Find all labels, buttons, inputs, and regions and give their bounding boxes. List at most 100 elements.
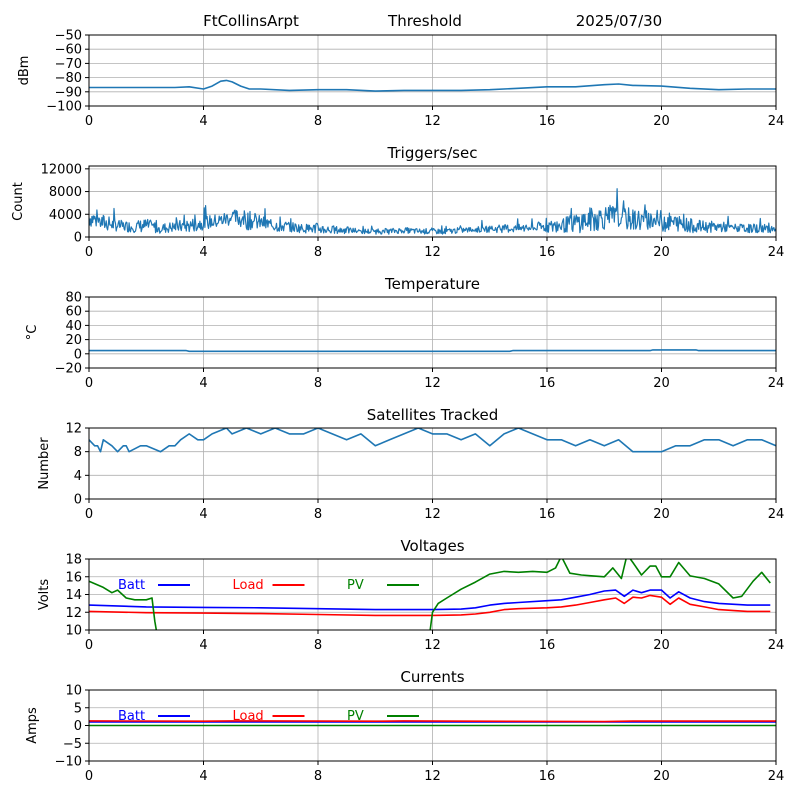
series-line-main [89, 79, 776, 92]
x-tick-label: 0 [85, 376, 93, 391]
x-tick-label: 4 [199, 769, 207, 784]
x-tick-label: 20 [653, 114, 670, 129]
series-line-load [89, 720, 776, 723]
panel-satellites: 0 4 8 12 16 20 24 0 4 8 12 Satellites Tracked Number [37, 406, 784, 522]
x-tick-label: 16 [539, 245, 556, 260]
y-tick-label: 0 [74, 493, 82, 508]
panel-title: Satellites Tracked [367, 406, 498, 424]
x-tick-label: 20 [653, 245, 670, 260]
legend-label-pv: PV [347, 578, 364, 593]
y-tick-label: −90 [55, 85, 82, 100]
y-axis-label: °C [25, 325, 40, 341]
y-tick-label: 12 [65, 606, 82, 621]
series-line-main [89, 188, 776, 235]
y-axis-label: Volts [37, 579, 52, 611]
x-tick-label: 16 [539, 114, 556, 129]
x-tick-label: 4 [199, 114, 207, 129]
plot-area [89, 349, 776, 353]
y-axis-label: dBm [17, 56, 32, 86]
panel-voltages: 0 4 8 12 16 20 24 10 12 14 16 18 Voltages Volts Batt Lo… [37, 537, 784, 653]
plot-area [89, 720, 776, 727]
x-tick-label: 8 [314, 376, 322, 391]
y-tick-label: −100 [46, 100, 82, 115]
y-tick-label: 4000 [49, 208, 82, 223]
panel-title: Triggers/sec [387, 144, 478, 162]
plot-area [89, 428, 776, 453]
x-tick-label: 12 [424, 638, 441, 653]
x-tick-label: 12 [424, 376, 441, 391]
date-label: 2025/07/30 [576, 12, 662, 30]
series-line-batt [89, 589, 771, 611]
x-tick-label: 0 [85, 114, 93, 129]
x-tick-label: 12 [424, 245, 441, 260]
y-tick-label: 40 [65, 319, 82, 334]
y-tick-label: 0 [74, 719, 82, 734]
y-tick-label: 8 [74, 445, 82, 460]
panel-triggers: 0 4 8 12 16 20 24 0 4000 8000 12000 Triggers/sec Cou… [11, 144, 784, 260]
panel-currents: 0 4 8 12 16 20 24 −10 −5 0 5 10 Currents Amps Batt Load… [25, 668, 784, 784]
series-line-main [89, 428, 776, 453]
y-tick-label: 18 [65, 553, 82, 568]
x-tick-label: 12 [424, 114, 441, 129]
x-tick-label: 8 [314, 114, 322, 129]
x-tick-label: 8 [314, 245, 322, 260]
y-tick-label: −5 [63, 737, 82, 752]
x-tick-label: 4 [199, 245, 207, 260]
station-label: FtCollinsArpt [203, 12, 299, 30]
y-tick-label: 14 [65, 588, 82, 603]
x-tick-label: 12 [424, 507, 441, 522]
series-line-pv [89, 580, 158, 630]
y-axis-label: Number [37, 437, 52, 490]
x-tick-label: 20 [653, 769, 670, 784]
legend-label-batt: Batt [118, 578, 145, 593]
x-tick-label: 20 [653, 638, 670, 653]
y-tick-label: 0 [74, 347, 82, 362]
x-tick-label: 24 [768, 507, 785, 522]
y-tick-label: 12 [65, 422, 82, 437]
legend-label-load: Load [233, 578, 264, 593]
y-axis-label: Amps [25, 707, 40, 744]
x-tick-label: 8 [314, 769, 322, 784]
y-axis-label: Count [11, 182, 26, 221]
y-tick-label: 8000 [49, 185, 82, 200]
panel-title: Currents [400, 668, 464, 686]
legend-label-load: Load [233, 709, 264, 724]
y-tick-label: −70 [55, 57, 82, 72]
y-tick-label: 10 [65, 684, 82, 699]
y-tick-label: −10 [55, 755, 82, 770]
x-tick-label: 24 [768, 245, 785, 260]
x-tick-label: 8 [314, 507, 322, 522]
panel-title: Voltages [400, 537, 464, 555]
x-tick-label: 4 [199, 507, 207, 522]
y-tick-label: 80 [65, 291, 82, 306]
legend-label-pv: PV [347, 709, 364, 724]
panel-threshold: 0 4 8 12 16 20 24 −100−90−80−70−60−50 dBm [17, 29, 784, 130]
x-tick-label: 8 [314, 638, 322, 653]
x-tick-label: 20 [653, 376, 670, 391]
series-line-main [89, 349, 776, 353]
x-tick-label: 16 [539, 376, 556, 391]
y-tick-label: −20 [55, 362, 82, 377]
x-tick-label: 24 [768, 638, 785, 653]
y-tick-label: 5 [74, 701, 82, 716]
plot-area [89, 79, 776, 92]
series-line-load [89, 594, 771, 617]
y-tick-label: −60 [55, 43, 82, 58]
x-tick-label: 4 [199, 376, 207, 391]
y-tick-label: 4 [74, 469, 82, 484]
y-tick-label: 0 [74, 231, 82, 246]
y-tick-label: 60 [65, 305, 82, 320]
x-tick-label: 0 [85, 638, 93, 653]
y-tick-label: 10 [65, 624, 82, 639]
x-tick-label: 0 [85, 245, 93, 260]
panel-title: Temperature [384, 275, 480, 293]
x-tick-label: 16 [539, 638, 556, 653]
legend-label-batt: Batt [118, 709, 145, 724]
x-tick-label: 16 [539, 769, 556, 784]
x-tick-label: 4 [199, 638, 207, 653]
plot-area [89, 188, 776, 235]
x-tick-label: 24 [768, 376, 785, 391]
threshold-title: Threshold [387, 12, 462, 30]
